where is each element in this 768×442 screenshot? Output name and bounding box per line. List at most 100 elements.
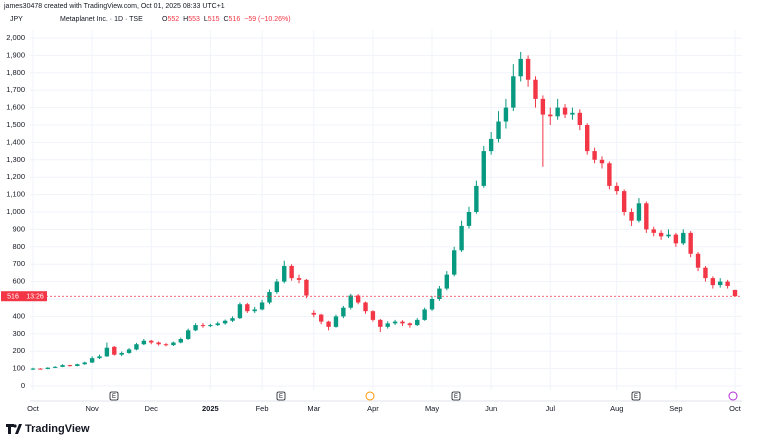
candle-body [666, 234, 671, 237]
candle-body [45, 367, 50, 369]
candle-body [540, 98, 546, 115]
candle-body [415, 319, 420, 326]
candle-body [570, 112, 575, 115]
candle-body [171, 342, 176, 346]
y-tick-label: 700 [12, 259, 25, 268]
candle-body [688, 232, 693, 254]
candle-body [245, 304, 250, 312]
ohlc-key: O [162, 16, 168, 23]
y-tick-label: 300 [12, 329, 25, 338]
x-tick-label: Dec [145, 404, 159, 413]
candle-body [185, 330, 191, 340]
candle-body [304, 279, 309, 296]
candle-body [52, 366, 58, 368]
candle-body [193, 325, 198, 331]
ohlc-value: 553 [188, 16, 200, 23]
candle-body [673, 234, 679, 244]
y-tick-label: 1,000 [6, 207, 25, 216]
candle-body [126, 349, 132, 353]
candle-body [318, 314, 324, 322]
symbol: Metaplanet Inc. · 1D · TSE [60, 16, 143, 23]
y-tick-label: 1,400 [6, 137, 25, 146]
candle-body [60, 365, 65, 367]
x-tick-label: Mar [307, 404, 320, 413]
y-tick-label: 1,800 [6, 68, 25, 77]
candle-body [333, 316, 339, 327]
candle-body [400, 321, 405, 324]
logo [6, 424, 22, 434]
candle-body [104, 347, 110, 357]
candle-body [703, 267, 708, 279]
candle-body [503, 107, 509, 122]
candle-body [134, 344, 139, 350]
candle-body [200, 325, 206, 327]
x-tick-label: Jun [485, 404, 497, 413]
brand: TradingView [25, 423, 90, 435]
candle-body [452, 250, 457, 275]
candle-body [651, 229, 656, 233]
candle-body [378, 319, 383, 327]
candle-body [644, 203, 649, 230]
x-tick-label: Jul [545, 404, 555, 413]
candle-body [562, 107, 568, 115]
candle-body [444, 274, 450, 289]
y-tick-label: 600 [12, 277, 25, 286]
x-tick-label: Oct [729, 404, 742, 413]
candle-body [474, 185, 479, 212]
candle-body [208, 325, 213, 327]
candle-body [511, 76, 516, 108]
candle-body [437, 288, 442, 299]
candle-body [163, 344, 169, 346]
y-tick-label: 1,300 [6, 155, 25, 164]
candle-body [585, 125, 590, 152]
event-marker [631, 391, 641, 401]
candle-body [607, 163, 612, 186]
event-marker [276, 391, 286, 401]
event-label: E [634, 394, 638, 400]
candle-body [577, 112, 583, 125]
ohlc-value: 515 [208, 16, 220, 23]
candle-body [289, 265, 294, 279]
event-marker [109, 391, 119, 401]
candle-body [392, 321, 398, 324]
candle-body [636, 203, 642, 221]
candle-body [97, 356, 102, 359]
dividend-icon [365, 391, 375, 401]
candle-body [341, 307, 346, 317]
candle-body [422, 309, 427, 320]
candle-body [282, 265, 287, 282]
candle-body [592, 151, 597, 160]
y-tick-label: 900 [12, 224, 25, 233]
candle-body [599, 159, 605, 164]
candle-body [429, 299, 435, 310]
candle-body [370, 311, 376, 320]
candle-body [658, 232, 664, 237]
candle-body [725, 281, 730, 286]
candle-body [89, 358, 95, 363]
candle-body [695, 253, 701, 268]
candle-body [311, 312, 316, 315]
candle-body [555, 107, 560, 117]
split-icon [728, 391, 738, 401]
ohlc-key: C [223, 16, 228, 23]
candle-body [710, 278, 716, 286]
candle-body [237, 304, 243, 319]
event-label: E [279, 394, 283, 400]
change: −59 (−10.26%) [244, 16, 290, 23]
candle-body [629, 212, 634, 221]
candle-body [259, 302, 265, 310]
candle-body [385, 323, 390, 327]
ohlc-key: L [204, 16, 208, 23]
candle-body [718, 281, 723, 286]
y-tick-label: 1,100 [6, 190, 25, 199]
currency: JPY [10, 16, 23, 23]
candle-body [488, 138, 494, 152]
candle-body [267, 292, 272, 303]
candle-body [38, 368, 43, 370]
x-tick-label: Feb [256, 404, 269, 413]
ohlc-value: 516 [229, 16, 241, 23]
ohlc-value: 552 [167, 16, 179, 23]
x-tick-label: Apr [367, 404, 379, 413]
candle-body [252, 309, 257, 312]
